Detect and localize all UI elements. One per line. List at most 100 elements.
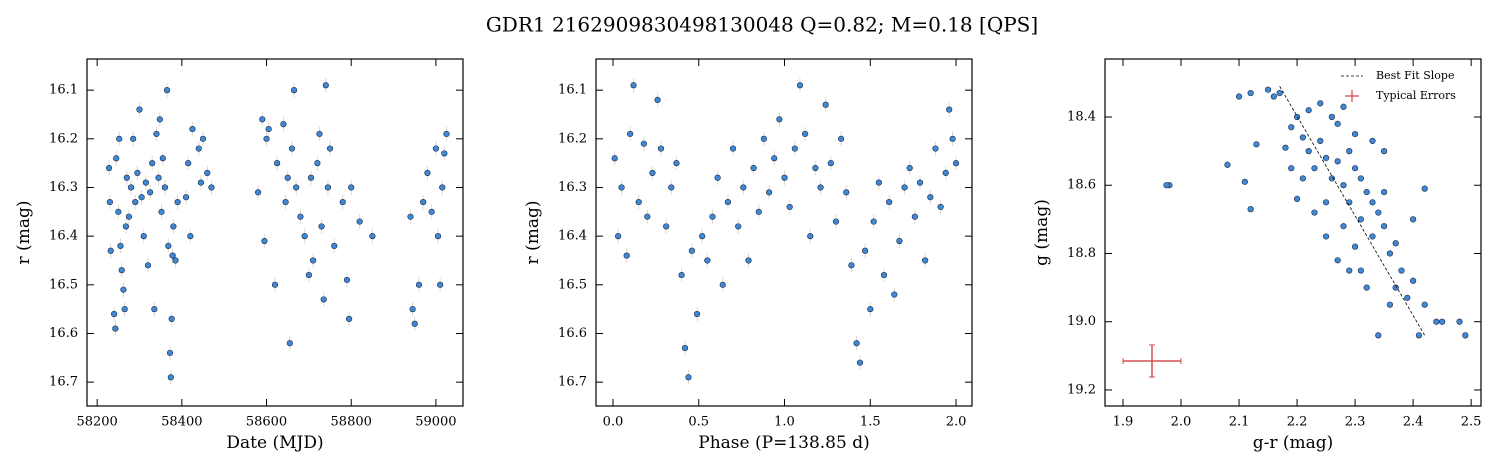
point bbox=[293, 184, 300, 191]
point bbox=[1270, 93, 1277, 100]
point bbox=[189, 125, 196, 133]
point bbox=[369, 233, 376, 240]
point bbox=[635, 198, 642, 206]
point bbox=[1235, 93, 1243, 100]
point bbox=[740, 184, 747, 191]
point bbox=[310, 257, 317, 264]
point bbox=[345, 315, 353, 322]
point bbox=[288, 145, 296, 152]
x-tick-label: 2.0 bbox=[946, 415, 967, 430]
point bbox=[685, 374, 692, 381]
point bbox=[166, 349, 174, 357]
point bbox=[1247, 206, 1254, 213]
point bbox=[123, 174, 130, 181]
point bbox=[316, 130, 323, 138]
point bbox=[1346, 267, 1353, 274]
point bbox=[132, 198, 139, 206]
x-tick-label: 1.0 bbox=[774, 415, 795, 430]
point bbox=[149, 160, 156, 167]
point bbox=[343, 276, 351, 284]
x-tick-label: 58200 bbox=[76, 415, 117, 430]
point bbox=[862, 247, 869, 254]
point bbox=[668, 184, 675, 191]
point bbox=[771, 155, 778, 162]
point bbox=[1334, 257, 1341, 264]
point bbox=[657, 145, 665, 152]
point bbox=[407, 213, 414, 220]
point bbox=[105, 164, 113, 172]
point bbox=[1305, 107, 1312, 114]
point bbox=[274, 160, 281, 167]
point bbox=[314, 160, 321, 167]
point bbox=[946, 106, 953, 113]
point bbox=[121, 306, 128, 313]
point bbox=[134, 169, 141, 176]
y-tick-label: 16.6 bbox=[558, 326, 587, 341]
point bbox=[348, 184, 355, 191]
point bbox=[118, 267, 125, 274]
point bbox=[441, 150, 448, 157]
point bbox=[165, 242, 172, 249]
point bbox=[204, 169, 211, 176]
y-tick-label: 16.1 bbox=[49, 83, 78, 98]
point bbox=[1340, 103, 1347, 110]
point bbox=[623, 252, 630, 259]
point bbox=[735, 223, 742, 230]
point bbox=[886, 198, 893, 206]
point bbox=[159, 155, 166, 162]
point bbox=[428, 208, 435, 215]
point bbox=[1369, 199, 1376, 206]
point bbox=[161, 184, 169, 191]
point bbox=[1322, 154, 1330, 162]
point bbox=[1363, 284, 1370, 291]
x-tick-label: 2.4 bbox=[1403, 415, 1424, 430]
point bbox=[856, 359, 864, 366]
point bbox=[644, 213, 651, 220]
point bbox=[356, 218, 363, 225]
x-tick-label: 1.9 bbox=[1113, 415, 1134, 430]
point bbox=[781, 174, 788, 181]
point bbox=[297, 213, 304, 220]
y-tick-label: 16.5 bbox=[49, 277, 78, 292]
point bbox=[326, 145, 334, 152]
y-tick-label: 18.6 bbox=[1067, 178, 1096, 193]
point bbox=[801, 130, 809, 138]
point bbox=[937, 203, 944, 211]
y-tick-label: 18.8 bbox=[1067, 246, 1096, 261]
point bbox=[817, 184, 824, 191]
point bbox=[1340, 223, 1347, 230]
point bbox=[168, 315, 175, 322]
point bbox=[1462, 332, 1469, 339]
point bbox=[1380, 223, 1388, 230]
point bbox=[791, 145, 798, 152]
point bbox=[1375, 209, 1382, 216]
axes-frame bbox=[595, 58, 973, 407]
point bbox=[318, 223, 325, 230]
x-axis-label: Phase (P=138.85 d) bbox=[698, 433, 869, 453]
point bbox=[263, 135, 270, 142]
y-tick-label: 16.3 bbox=[49, 180, 78, 195]
point bbox=[880, 271, 888, 279]
point bbox=[724, 198, 732, 206]
point bbox=[1311, 165, 1318, 172]
point bbox=[1247, 90, 1254, 97]
point bbox=[305, 271, 312, 279]
point bbox=[1241, 178, 1248, 185]
point bbox=[776, 116, 783, 123]
point bbox=[618, 184, 625, 191]
point bbox=[187, 233, 194, 240]
point bbox=[1224, 161, 1231, 168]
point bbox=[1404, 294, 1411, 301]
point bbox=[144, 262, 152, 269]
point bbox=[113, 155, 120, 162]
x-tick-label: 2.0 bbox=[1171, 415, 1192, 430]
y-tick-label: 16.4 bbox=[49, 229, 78, 244]
point bbox=[1380, 148, 1388, 155]
point bbox=[949, 135, 956, 142]
point bbox=[891, 291, 898, 298]
point bbox=[443, 130, 450, 138]
x-tick-label: 2.1 bbox=[1229, 415, 1250, 430]
point bbox=[875, 179, 882, 186]
point bbox=[896, 237, 903, 245]
point bbox=[434, 233, 442, 240]
